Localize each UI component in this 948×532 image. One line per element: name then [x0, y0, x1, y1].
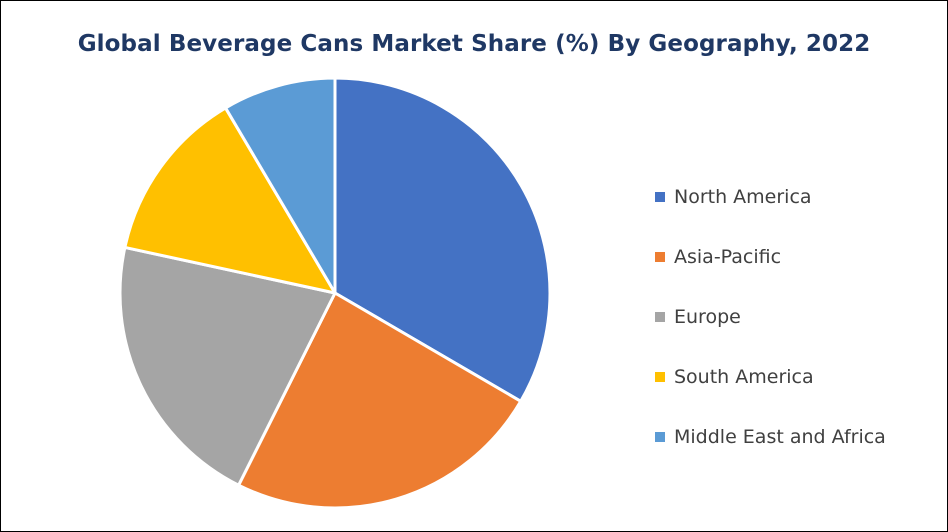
legend-label-north-america: North America: [674, 186, 812, 208]
legend-item-north-america: North America: [655, 182, 886, 212]
pie-slice-europe: [118, 245, 337, 487]
legend-item-middle-east-and-africa: Middle East and Africa: [655, 422, 886, 452]
legend-label-middle-east-and-africa: Middle East and Africa: [674, 426, 886, 448]
legend-swatch-middle-east-and-africa: [655, 432, 665, 442]
legend-label-asia-pacific: Asia-Pacific: [674, 246, 782, 268]
legend-swatch-south-america: [655, 372, 665, 382]
legend-item-south-america: South America: [655, 362, 886, 392]
legend: North America Asia-Pacific Europe South …: [655, 182, 886, 482]
pie-slice-north-america: [333, 76, 552, 403]
pie-slice-south-america: [123, 106, 337, 295]
legend-label-europe: Europe: [674, 306, 741, 328]
legend-swatch-asia-pacific: [655, 252, 665, 262]
legend-label-south-america: South America: [674, 366, 814, 388]
legend-swatch-europe: [655, 312, 665, 322]
legend-item-asia-pacific: Asia-Pacific: [655, 242, 886, 272]
legend-swatch-north-america: [655, 192, 665, 202]
chart-title: Global Beverage Cans Market Share (%) By…: [77, 31, 871, 57]
legend-item-europe: Europe: [655, 302, 886, 332]
pie-slice-middle-east-and-africa: [224, 76, 337, 295]
